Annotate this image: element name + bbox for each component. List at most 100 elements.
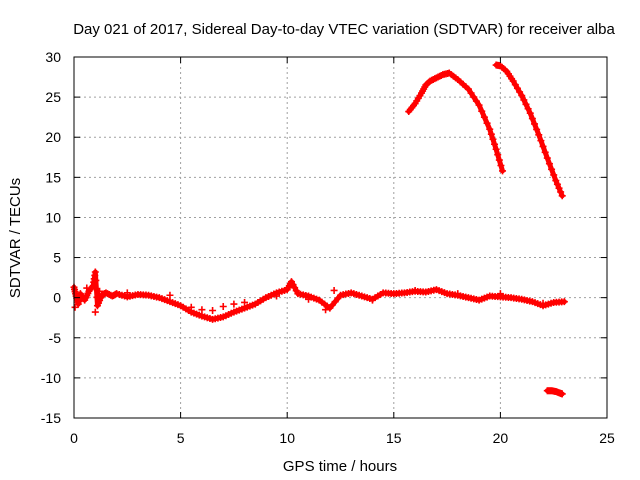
data-point xyxy=(92,276,100,284)
data-point xyxy=(528,115,536,123)
data-point xyxy=(486,125,494,133)
series-sdtvar-main xyxy=(70,268,568,323)
data-point xyxy=(91,308,99,316)
data-point xyxy=(491,140,499,148)
data-point xyxy=(545,160,553,168)
data-point xyxy=(516,88,524,96)
data-point xyxy=(492,145,500,153)
data-point xyxy=(533,125,541,133)
data-point xyxy=(487,130,495,138)
y-tick-label: -15 xyxy=(41,410,61,426)
data-point xyxy=(495,156,503,164)
data-point xyxy=(230,300,238,308)
chart-title: Day 021 of 2017, Sidereal Day-to-day VTE… xyxy=(73,21,615,38)
data-marks xyxy=(70,61,568,398)
data-point xyxy=(543,154,551,162)
data-point xyxy=(557,188,565,196)
data-point xyxy=(187,303,195,311)
data-point xyxy=(480,113,488,121)
data-point xyxy=(219,302,227,310)
data-point xyxy=(535,131,543,139)
data-point xyxy=(305,295,313,303)
x-tick-label: 20 xyxy=(493,430,509,446)
x-tick-label: 10 xyxy=(279,430,295,446)
y-tick-label: 30 xyxy=(45,49,61,65)
data-point xyxy=(483,119,491,127)
y-axis-label: SDTVAR / TECUs xyxy=(7,178,24,298)
data-point xyxy=(96,287,104,295)
series-sdtvar-outlier xyxy=(543,387,566,398)
y-tick-label: -5 xyxy=(49,330,62,346)
data-point xyxy=(91,268,99,276)
plot-frame xyxy=(73,56,608,419)
data-point xyxy=(539,299,547,307)
x-tick-labels: 0 5 10 15 20 25 xyxy=(70,430,615,446)
data-point xyxy=(454,290,462,298)
data-point xyxy=(166,291,174,299)
y-tick-label: 5 xyxy=(53,250,61,266)
series-sdtvar-arc-2 xyxy=(492,61,566,200)
data-point xyxy=(76,297,84,305)
data-point xyxy=(524,105,532,113)
data-point xyxy=(467,89,475,97)
data-point xyxy=(489,135,497,143)
data-point xyxy=(541,148,549,156)
data-point xyxy=(526,109,534,117)
data-point xyxy=(273,292,281,300)
data-point xyxy=(475,101,483,109)
x-tick-label: 0 xyxy=(70,430,78,446)
data-point xyxy=(513,84,521,92)
data-point xyxy=(330,286,338,294)
series-trace xyxy=(493,62,565,199)
data-point xyxy=(496,290,504,298)
data-point xyxy=(509,77,517,85)
data-point xyxy=(71,303,79,311)
y-tick-label: 0 xyxy=(53,290,61,306)
x-tick-label: 5 xyxy=(177,430,185,446)
data-point xyxy=(494,151,502,159)
data-point xyxy=(558,192,566,200)
series-sdtvar-secondary xyxy=(71,284,547,316)
y-tick-label: 20 xyxy=(45,129,61,145)
data-point xyxy=(522,100,530,108)
data-point xyxy=(464,85,472,93)
x-tick-label: 25 xyxy=(599,430,615,446)
data-point xyxy=(209,307,217,315)
data-point xyxy=(537,137,545,145)
data-point xyxy=(88,283,96,291)
y-tick-label: -10 xyxy=(41,370,61,386)
data-point xyxy=(550,171,558,179)
data-point xyxy=(520,96,528,104)
series-sdtvar-arc-1 xyxy=(405,69,507,175)
data-point xyxy=(531,120,539,128)
data-point xyxy=(539,142,547,150)
data-point xyxy=(553,180,561,188)
x-axis-label: GPS time / hours xyxy=(283,458,397,475)
data-point xyxy=(411,286,419,294)
data-point xyxy=(368,296,376,304)
y-tick-label: 10 xyxy=(45,209,61,225)
data-point xyxy=(555,184,563,192)
y-tick-label: 15 xyxy=(45,169,61,185)
data-point xyxy=(558,390,566,398)
data-point xyxy=(241,298,249,306)
axis-ticks xyxy=(73,56,608,419)
data-point xyxy=(470,93,478,101)
data-point xyxy=(511,81,519,89)
data-point xyxy=(499,167,507,175)
data-point xyxy=(518,92,526,100)
data-point xyxy=(198,306,206,314)
y-tick-label: 25 xyxy=(45,89,61,105)
x-tick-label: 15 xyxy=(386,430,402,446)
data-point xyxy=(478,107,486,115)
data-point xyxy=(322,306,330,314)
data-point xyxy=(548,165,556,173)
data-point xyxy=(83,284,91,292)
data-point xyxy=(497,162,505,170)
data-point xyxy=(560,298,568,306)
data-point xyxy=(472,97,480,105)
y-tick-labels: -15 -10 -5 0 5 10 15 20 25 30 xyxy=(41,49,61,426)
data-point xyxy=(552,177,560,185)
data-point xyxy=(123,289,131,297)
